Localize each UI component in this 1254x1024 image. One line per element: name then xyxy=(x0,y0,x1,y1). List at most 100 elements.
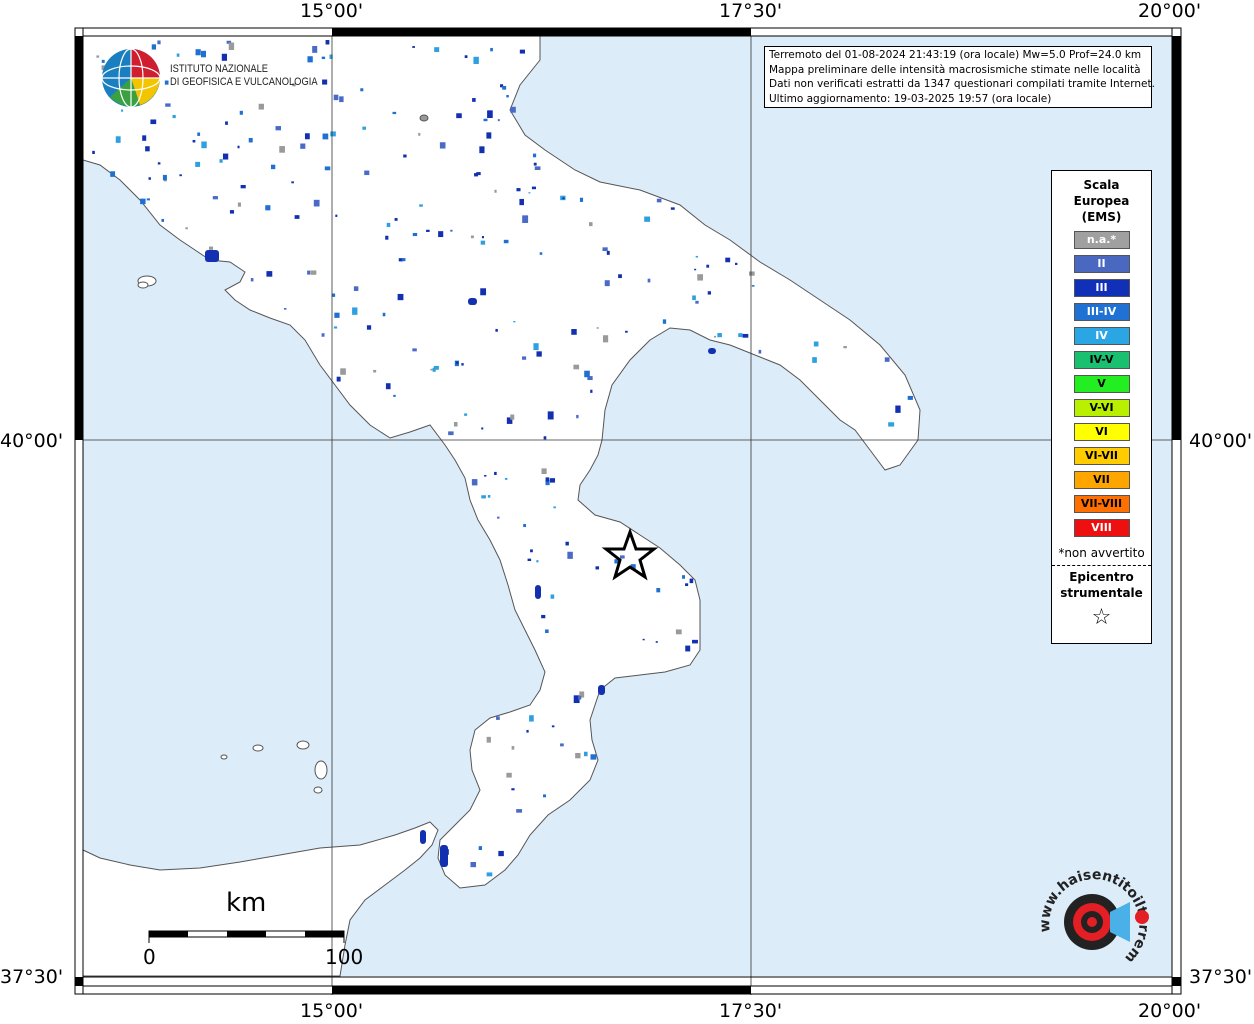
intensity-marker xyxy=(310,270,317,275)
intensity-marker xyxy=(758,349,762,354)
intensity-marker xyxy=(325,40,330,45)
intensity-marker xyxy=(394,218,398,221)
intensity-marker xyxy=(179,174,182,177)
intensity-marker xyxy=(275,126,282,131)
intensity-marker xyxy=(386,222,391,227)
intensity-marker xyxy=(656,587,661,593)
intensity-marker xyxy=(151,44,157,50)
intensity-marker xyxy=(121,109,124,112)
intensity-marker xyxy=(115,136,121,143)
intensity-marker xyxy=(486,872,493,877)
intensity-marker xyxy=(670,207,675,210)
legend-divider xyxy=(1052,565,1151,566)
legend-star-icon: ☆ xyxy=(1091,605,1112,630)
intensity-marker xyxy=(888,422,895,427)
intensity-marker xyxy=(647,278,651,283)
intensity-marker xyxy=(321,333,325,337)
intensity-marker xyxy=(549,478,556,483)
intensity-marker xyxy=(279,146,285,153)
intensity-marker xyxy=(694,268,697,271)
intensity-marker xyxy=(225,121,228,125)
lon-label-bottom-20: 20°00' xyxy=(1138,1000,1202,1022)
intensity-marker xyxy=(625,330,628,333)
intensity-marker xyxy=(587,376,593,381)
intensity-marker xyxy=(604,280,610,287)
intensity-marker xyxy=(725,257,731,263)
intensity-marker xyxy=(265,205,271,211)
scale-start: 0 xyxy=(143,945,156,969)
intensity-marker xyxy=(644,216,651,222)
legend-swatch-v: V xyxy=(1073,375,1130,393)
legend-title-line3: (EMS) xyxy=(1081,210,1122,224)
intensity-marker xyxy=(474,173,479,177)
intensity-marker xyxy=(157,162,161,165)
intensity-marker xyxy=(412,46,415,48)
intensity-cluster xyxy=(420,830,426,844)
intensity-marker xyxy=(495,328,498,332)
intensity-marker xyxy=(145,146,150,152)
intensity-marker xyxy=(335,214,338,217)
intensity-marker xyxy=(707,291,712,295)
intensity-marker xyxy=(602,335,609,343)
legend-title-line1: Scala xyxy=(1083,178,1120,192)
lat-label-right-37-30: 37°30' xyxy=(1189,966,1253,988)
lat-label-right-40: 40°00' xyxy=(1189,430,1253,452)
intensity-cluster xyxy=(205,250,219,262)
intensity-marker xyxy=(539,252,543,255)
intensity-cluster xyxy=(468,298,477,305)
legend-epicenter-line1: Epicentro xyxy=(1069,570,1134,584)
intensity-marker xyxy=(479,146,485,154)
intensity-marker xyxy=(675,629,682,635)
intensity-marker xyxy=(340,368,346,375)
intensity-marker xyxy=(329,54,333,59)
intensity-marker xyxy=(579,691,585,698)
intensity-marker xyxy=(695,300,699,304)
intensity-marker xyxy=(571,329,577,335)
intensity-marker xyxy=(157,40,161,45)
intensity-marker xyxy=(497,119,500,122)
intensity-marker xyxy=(511,746,515,750)
intensity-marker xyxy=(418,132,421,136)
intensity-marker xyxy=(352,307,358,315)
event-info-box: Terremoto del 01-08-2024 21:43:19 (ora l… xyxy=(764,46,1155,108)
intensity-marker xyxy=(496,716,500,720)
intensity-marker xyxy=(432,367,436,372)
intensity-marker xyxy=(461,363,464,366)
intensity-marker xyxy=(397,293,404,301)
intensity-marker xyxy=(536,560,539,563)
epicenter-star-icon[interactable] xyxy=(601,527,659,581)
intensity-marker xyxy=(751,285,755,287)
intensity-marker xyxy=(333,94,339,101)
intensity-marker xyxy=(412,348,417,352)
intensity-marker xyxy=(312,45,318,53)
intensity-marker xyxy=(506,417,513,424)
intensity-marker xyxy=(185,227,188,230)
intensity-marker xyxy=(412,232,418,237)
intensity-cluster xyxy=(598,685,605,695)
legend-swatch-viii: VIII xyxy=(1073,519,1130,537)
intensity-marker xyxy=(497,516,500,519)
intensity-marker xyxy=(541,614,546,619)
legend-items: n.a.* II III III-IV IV IV-V V V-VI VI VI-VII VII VI… xyxy=(1052,231,1151,537)
intensity-marker xyxy=(402,258,406,262)
intensity-marker xyxy=(813,341,819,347)
intensity-marker xyxy=(195,161,201,167)
intensity-marker xyxy=(511,788,515,791)
intensity-cluster xyxy=(535,585,541,599)
intensity-marker xyxy=(553,506,556,509)
haisentito-logo[interactable]: www.haisentitoilterremoto.it xyxy=(1025,850,1160,977)
intensity-marker xyxy=(219,159,223,163)
intensity-marker xyxy=(393,394,396,397)
intensity-marker xyxy=(907,395,913,400)
intensity-marker xyxy=(291,181,294,184)
intensity-marker xyxy=(360,88,364,92)
intensity-marker xyxy=(456,113,462,119)
intensity-marker xyxy=(292,83,296,87)
intensity-marker xyxy=(533,162,537,166)
intensity-marker xyxy=(735,262,738,265)
intensity-marker xyxy=(481,495,486,499)
island-alicudi xyxy=(220,754,228,760)
intensity-marker xyxy=(642,638,645,641)
intensity-marker xyxy=(749,271,755,276)
intensity-marker xyxy=(528,192,531,194)
